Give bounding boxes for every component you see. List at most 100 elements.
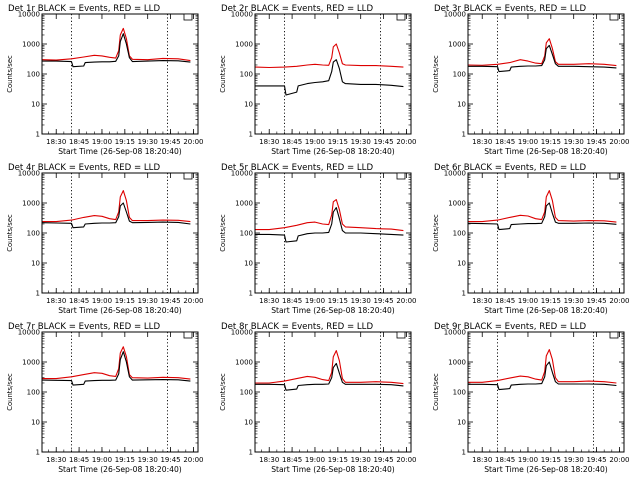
y-tick-label: 10 <box>457 101 466 109</box>
y-tick-label: 10000 <box>231 11 253 19</box>
x-tick-label: 20:00 <box>183 297 203 305</box>
series-line-lld <box>468 190 617 223</box>
x-tick-label: 19:00 <box>305 138 325 146</box>
x-tick-label: 19:45 <box>373 297 393 305</box>
y-axis-label: Counts/sec <box>432 214 440 252</box>
x-axis-label: Start Time (26-Sep-08 18:20:40) <box>58 306 182 315</box>
y-tick-label: 1000 <box>235 359 253 367</box>
y-tick-label: 10 <box>457 419 466 427</box>
corner-marker <box>609 13 619 21</box>
x-axis-label: Start Time (26-Sep-08 18:20:40) <box>484 147 608 156</box>
series-line-events <box>255 59 404 96</box>
series-line-lld <box>255 199 404 232</box>
y-tick-label: 10 <box>244 260 253 268</box>
series-line-lld <box>42 27 191 62</box>
y-axis-label: Counts/sec <box>432 55 440 93</box>
x-tick-label: 18:45 <box>495 456 515 464</box>
x-tick-label: 19:15 <box>328 138 348 146</box>
y-axis-label: Counts/sec <box>6 373 14 411</box>
y-tick-label: 1000 <box>22 200 40 208</box>
y-tick-label: 1000 <box>448 359 466 367</box>
x-tick-label: 18:45 <box>282 297 302 305</box>
y-tick-label: 10 <box>457 260 466 268</box>
y-tick-label: 10000 <box>444 329 466 337</box>
y-axis-label: Counts/sec <box>6 214 14 252</box>
x-tick-label: 18:45 <box>69 138 89 146</box>
x-tick-label: 19:00 <box>518 456 538 464</box>
x-tick-label: 18:30 <box>472 297 492 305</box>
y-tick-label: 100 <box>453 71 466 79</box>
x-tick-label: 19:15 <box>541 297 561 305</box>
x-tick-label: 19:00 <box>305 456 325 464</box>
series-line-events <box>42 202 191 229</box>
plot-frame <box>41 331 199 453</box>
x-tick-label: 19:15 <box>115 297 135 305</box>
y-tick-label: 10 <box>31 419 40 427</box>
detector-panel-3: Det 3r BLACK = Events, RED = LLD 1 10 100 10… <box>432 4 630 156</box>
x-tick-label: 19:30 <box>351 138 371 146</box>
y-tick-label: 1 <box>249 131 253 139</box>
x-tick-label: 19:00 <box>92 297 112 305</box>
x-axis-label: Start Time (26-Sep-08 18:20:40) <box>271 306 395 315</box>
y-tick-label: 10 <box>244 101 253 109</box>
panel-title: Det 9r BLACK = Events, RED = LLD <box>434 322 586 332</box>
y-axis-label: Counts/sec <box>219 55 227 93</box>
x-tick-label: 19:45 <box>373 456 393 464</box>
y-tick-label: 1000 <box>22 41 40 49</box>
x-tick-label: 18:45 <box>495 138 515 146</box>
x-tick-label: 19:15 <box>115 456 135 464</box>
panel-title: Det 2r BLACK = Events, RED = LLD <box>221 4 373 14</box>
x-tick-label: 19:15 <box>115 138 135 146</box>
y-tick-label: 1000 <box>22 359 40 367</box>
x-tick-label: 19:30 <box>351 297 371 305</box>
series-line-events <box>255 207 404 243</box>
corner-marker <box>183 13 193 21</box>
corner-marker <box>609 331 619 339</box>
panel-title: Det 4r BLACK = Events, RED = LLD <box>8 163 160 173</box>
y-tick-label: 1000 <box>448 200 466 208</box>
y-tick-label: 1 <box>36 131 40 139</box>
x-tick-label: 18:30 <box>46 138 66 146</box>
x-tick-label: 20:00 <box>183 138 203 146</box>
x-tick-label: 19:45 <box>160 456 180 464</box>
x-tick-label: 20:00 <box>609 138 629 146</box>
y-tick-label: 1 <box>36 449 40 457</box>
x-tick-label: 19:45 <box>160 297 180 305</box>
x-tick-label: 19:45 <box>373 138 393 146</box>
x-tick-label: 18:45 <box>69 297 89 305</box>
y-axis-label: Counts/sec <box>432 373 440 411</box>
detector-panel-2: Det 2r BLACK = Events, RED = LLD 1 10 100 10… <box>219 4 417 156</box>
x-tick-label: 18:30 <box>46 297 66 305</box>
y-tick-label: 1 <box>249 449 253 457</box>
series-line-events <box>468 44 617 73</box>
plot-frame <box>254 172 412 294</box>
y-tick-label: 1000 <box>448 41 466 49</box>
y-tick-label: 1 <box>249 290 253 298</box>
series-line-events <box>468 361 617 391</box>
plot-frame <box>467 331 625 453</box>
x-axis-label: Start Time (26-Sep-08 18:20:40) <box>271 465 395 474</box>
series-line-lld <box>255 43 404 69</box>
y-tick-label: 10000 <box>18 11 40 19</box>
panel-title: Det 6r BLACK = Events, RED = LLD <box>434 163 586 173</box>
x-tick-label: 18:30 <box>472 138 492 146</box>
x-tick-label: 18:30 <box>46 456 66 464</box>
plot-frame <box>254 13 412 135</box>
y-tick-label: 100 <box>27 230 40 238</box>
x-tick-label: 20:00 <box>609 297 629 305</box>
corner-marker <box>396 172 406 180</box>
corner-marker <box>609 172 619 180</box>
series-line-lld <box>468 349 617 384</box>
plot-frame <box>41 13 199 135</box>
x-tick-label: 20:00 <box>396 456 416 464</box>
y-axis-label: Counts/sec <box>219 214 227 252</box>
y-tick-label: 10000 <box>18 170 40 178</box>
series-line-lld <box>468 38 617 67</box>
x-tick-label: 18:45 <box>282 456 302 464</box>
y-tick-label: 100 <box>27 71 40 79</box>
series-line-lld <box>42 190 191 223</box>
corner-marker <box>183 331 193 339</box>
panel-title: Det 3r BLACK = Events, RED = LLD <box>434 4 586 14</box>
x-tick-label: 19:00 <box>92 456 112 464</box>
x-tick-label: 19:45 <box>160 138 180 146</box>
